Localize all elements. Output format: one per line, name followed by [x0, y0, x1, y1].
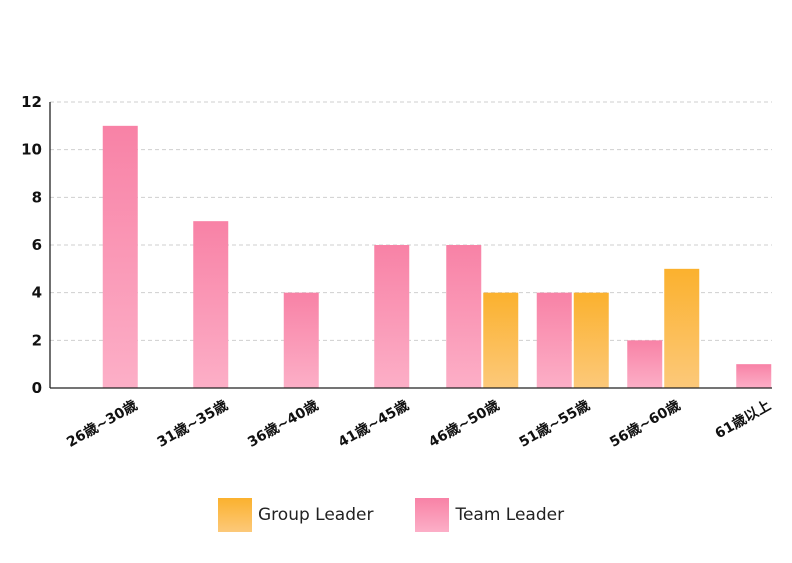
- bars: [102, 125, 772, 388]
- bar-team-leader: [736, 364, 772, 388]
- x-tick-label: 31歳~35歳: [154, 397, 231, 451]
- bar-group-leader: [573, 292, 609, 388]
- gridlines: [50, 101, 772, 341]
- x-tick-label: 46歳~50歳: [426, 397, 503, 451]
- y-tick-label: 10: [21, 141, 42, 159]
- x-tick-label: 26歳~30歳: [64, 397, 141, 451]
- legend-label-group-leader: Group Leader: [258, 505, 374, 525]
- legend-swatch-team-leader: [415, 498, 450, 532]
- legend-swatch-group-leader: [218, 498, 252, 532]
- bar-team-leader: [193, 221, 229, 388]
- legend-item-team-leader: Team Leader: [415, 498, 564, 532]
- bar-team-leader: [627, 340, 663, 388]
- y-tick-label: 8: [32, 188, 42, 206]
- axes: [49, 102, 772, 389]
- x-tick-label: 41歳~45歳: [335, 397, 412, 451]
- x-tick-label: 36歳~40歳: [245, 397, 322, 451]
- y-tick-label: 12: [21, 93, 42, 111]
- y-tick-labels: 0 2 4 6 8 10 12: [21, 93, 42, 397]
- legend-item-group-leader: Group Leader: [218, 498, 373, 532]
- x-tick-label: 56歳~60歳: [607, 397, 684, 451]
- y-tick-label: 6: [32, 236, 42, 254]
- x-tick-label: 51歳~55歳: [516, 397, 593, 451]
- bar-team-leader: [102, 125, 138, 388]
- bar-group-leader: [483, 292, 519, 388]
- bar-team-leader: [446, 245, 482, 388]
- bar-team-leader: [374, 245, 410, 388]
- x-tick-labels: 26歳~30歳 31歳~35歳 36歳~40歳 41歳~45歳 46歳~50歳 51歳~5…: [64, 397, 774, 451]
- x-tick-label: 61歳以上: [712, 397, 774, 442]
- bar-team-leader: [536, 292, 572, 388]
- y-tick-label: 4: [32, 284, 42, 302]
- bar-team-leader: [283, 292, 319, 388]
- bar-group-leader: [664, 268, 700, 388]
- legend: Group Leader Team Leader: [218, 498, 606, 532]
- y-tick-label: 0: [32, 379, 42, 397]
- legend-label-team-leader: Team Leader: [455, 505, 565, 525]
- y-tick-label: 2: [32, 331, 42, 349]
